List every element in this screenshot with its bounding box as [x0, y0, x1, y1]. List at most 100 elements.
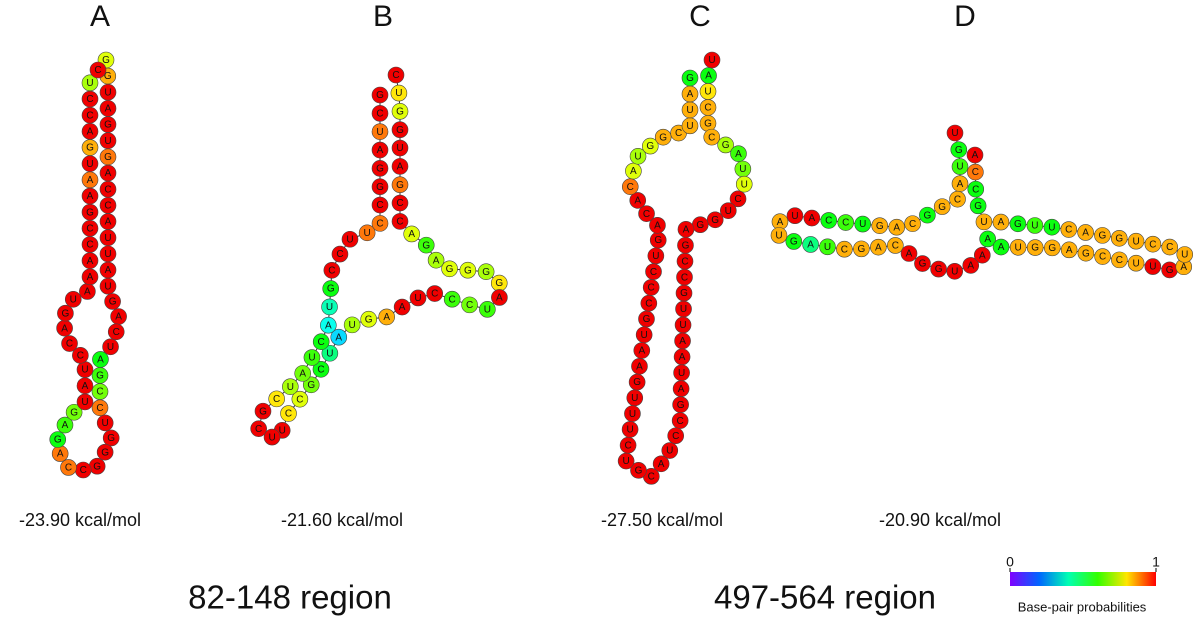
base-letter: C: [336, 249, 343, 260]
base-circle: [1094, 248, 1111, 265]
base-circle: [322, 280, 340, 297]
base-letter: G: [104, 120, 112, 131]
base-letter: U: [268, 432, 275, 443]
base-circle: [1060, 241, 1078, 259]
base-letter: U: [666, 446, 673, 457]
base-letter: A: [687, 89, 694, 100]
base-circle: [89, 61, 107, 79]
base-letter: C: [86, 94, 93, 105]
panel-label: D: [954, 0, 976, 33]
base-letter: U: [287, 382, 294, 393]
base-circle: [681, 69, 699, 87]
base-letter: U: [1132, 236, 1139, 247]
base-letter: C: [648, 471, 655, 482]
base-letter: A: [636, 361, 643, 372]
base-letter: C: [86, 223, 93, 234]
base-circle: [323, 262, 341, 279]
base-circle: [479, 301, 496, 318]
base-letter: U: [81, 365, 88, 376]
base-circle: [254, 402, 272, 420]
base-circle: [268, 390, 285, 408]
base-letter: G: [923, 210, 931, 221]
base-letter: G: [376, 163, 384, 174]
base-letter: A: [87, 126, 94, 137]
base-circle: [302, 376, 320, 394]
base-circle: [459, 261, 477, 279]
base-letter: U: [652, 251, 659, 262]
base-circle: [802, 236, 819, 253]
base-circle: [946, 124, 964, 142]
base-letter: U: [678, 368, 685, 379]
base-letter: G: [696, 220, 704, 231]
base-circle: [409, 289, 427, 307]
base-letter: G: [102, 55, 110, 66]
base-letter: G: [422, 240, 430, 251]
base-circle: [371, 123, 389, 140]
base-letter: U: [414, 293, 421, 304]
structure: GGUAGUGACCAUUAUGACUAGCCUGGGCCAGAGUAUCCAG…: [49, 51, 127, 479]
base-letter: U: [104, 136, 111, 147]
base-letter: A: [82, 381, 89, 392]
base-letter: U: [107, 342, 114, 353]
base-letter: U: [704, 87, 711, 98]
base-circle: [914, 255, 931, 272]
base-circle: [946, 262, 964, 280]
base-letter: A: [634, 196, 641, 207]
base-letter: A: [1066, 245, 1073, 256]
base-letter: C: [892, 241, 899, 252]
base-circle: [371, 105, 389, 122]
base-circle: [96, 414, 114, 432]
base-letter: A: [638, 346, 645, 357]
base-letter: C: [113, 327, 120, 338]
base-circle: [390, 84, 408, 102]
base-letter: A: [105, 168, 112, 179]
base-letter: A: [87, 191, 94, 202]
base-circle: [1043, 239, 1061, 257]
panel-label: A: [90, 0, 110, 33]
base-letter: U: [376, 127, 383, 138]
base-letter: U: [1031, 221, 1038, 232]
base-letter: G: [876, 221, 884, 232]
base-letter: U: [623, 456, 630, 467]
base-letter: A: [630, 166, 637, 177]
base-circle: [427, 251, 445, 269]
base-circle: [719, 202, 737, 219]
base-letter: A: [57, 449, 64, 460]
base-circle: [641, 137, 659, 155]
base-letter: C: [104, 184, 111, 195]
base-letter: C: [449, 294, 456, 305]
base-circle: [104, 293, 121, 310]
base-letter: A: [105, 104, 112, 115]
base-letter: U: [626, 425, 633, 436]
base-letter: A: [654, 220, 661, 231]
base-circle: [973, 246, 991, 264]
base-circle: [1127, 254, 1145, 272]
base-circle: [96, 443, 114, 461]
base-letter: G: [307, 380, 315, 391]
base-circle: [837, 214, 855, 231]
base-circle: [102, 338, 119, 356]
base-letter: U: [104, 281, 111, 292]
base-circle: [371, 141, 389, 159]
base-letter: C: [94, 65, 101, 76]
base-letter: A: [906, 249, 913, 260]
base-letter: C: [1149, 239, 1156, 250]
base-letter: U: [102, 418, 109, 429]
base-circle: [649, 216, 666, 234]
legend-tick-label: 0: [1006, 554, 1014, 570]
legend-tick-label: 1: [1152, 554, 1160, 570]
base-letter: C: [841, 244, 848, 255]
base-circle: [1077, 224, 1094, 241]
base-letter: G: [680, 288, 688, 299]
base-letter: C: [648, 283, 655, 294]
base-letter: A: [967, 261, 974, 272]
base-letter: A: [807, 240, 814, 251]
base-letter: U: [104, 233, 111, 244]
base-letter: C: [328, 265, 335, 276]
base-circle: [49, 431, 67, 448]
base-circle: [703, 128, 721, 146]
base-letter: A: [87, 272, 94, 283]
base-circle: [871, 217, 889, 234]
